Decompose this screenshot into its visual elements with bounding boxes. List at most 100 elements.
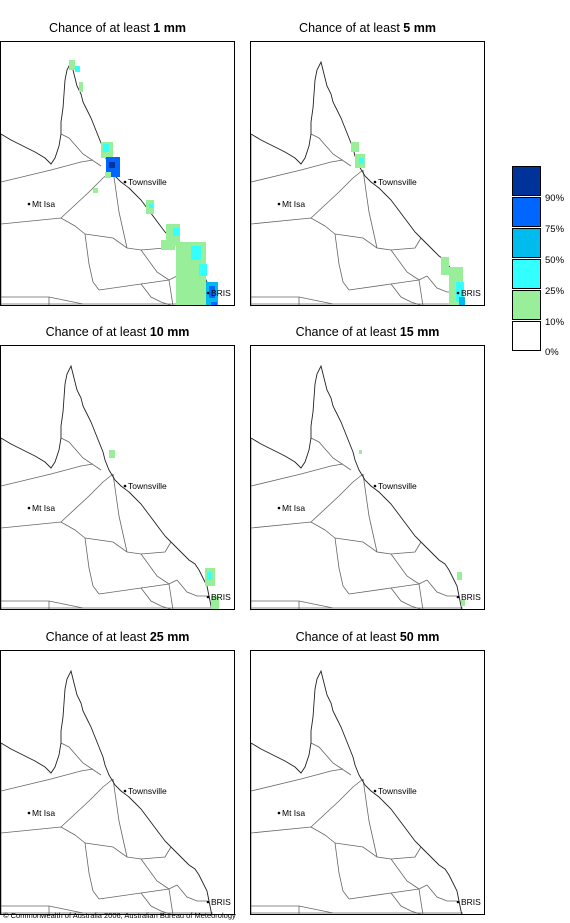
map-50mm: Townsville Mt Isa BRIS [250, 650, 485, 915]
map-boundary [298, 600, 334, 609]
map-boundary [310, 133, 352, 167]
map-boundary [84, 233, 100, 291]
brisbane-label: BRIS [461, 897, 481, 907]
panel-title: Chance of at least 5 mm [299, 21, 436, 35]
brisbane-label: BRIS [461, 592, 481, 602]
townsville-marker [123, 789, 127, 793]
map-boundary [1, 600, 50, 609]
map-boundary [112, 473, 128, 553]
brisbane-marker [456, 595, 460, 599]
brisbane-marker [206, 900, 210, 904]
map-boundary [60, 437, 102, 471]
map-boundary [251, 383, 316, 469]
townsville-label: Townsville [128, 177, 167, 187]
map-boundary [390, 541, 422, 555]
map-boundary [348, 275, 428, 291]
map-boundary [298, 296, 334, 305]
mt-isa-label: Mt Isa [282, 808, 305, 818]
panel-title: Chance of at least 50 mm [295, 630, 440, 644]
map-5mm: Townsville Mt Isa BRIS [250, 41, 485, 306]
legend-label-75: 75% [545, 224, 565, 235]
townsville-marker [373, 180, 377, 184]
map-boundary [98, 579, 178, 595]
map-boundary [48, 600, 84, 609]
townsville-label: Townsville [378, 481, 417, 491]
map-boundary [390, 858, 420, 890]
legend-label-90: 90% [545, 193, 565, 204]
brisbane-marker [456, 900, 460, 904]
map-boundary [251, 521, 336, 539]
map-svg: Townsville Mt Isa BRIS [251, 669, 481, 914]
map-boundary [314, 364, 463, 609]
map-boundary [112, 778, 128, 858]
map-boundary [64, 364, 213, 609]
map-boundary [310, 742, 352, 776]
mt-isa-label: Mt Isa [282, 199, 305, 209]
map-boundary [362, 778, 378, 858]
map-svg: Townsville Mt Isa BRIS [1, 669, 231, 914]
map-boundary [251, 463, 344, 487]
map-boundary [176, 579, 207, 597]
townsville-marker [373, 789, 377, 793]
legend-label-10: 10% [545, 317, 565, 328]
map-boundary [60, 473, 114, 523]
map-boundary [60, 778, 114, 828]
map-boundary [334, 233, 392, 251]
map-boundary [251, 217, 336, 235]
map-boundary [112, 169, 128, 249]
map-boundary [48, 905, 84, 914]
map-boundary [310, 473, 364, 523]
legend-swatch-75 [512, 197, 541, 227]
mt-isa-marker [277, 202, 281, 206]
map-boundary [1, 79, 66, 165]
map-25mm: Townsville Mt Isa BRIS [0, 650, 235, 915]
map-boundary [314, 669, 463, 914]
brisbane-label: BRIS [461, 288, 481, 298]
map-boundary [140, 846, 172, 860]
map-boundary [310, 437, 352, 471]
legend-swatch-0 [512, 321, 541, 351]
map-boundary [140, 587, 172, 609]
map-boundary [84, 842, 142, 860]
map-boundary [298, 905, 334, 914]
map-boundary [334, 842, 392, 860]
townsville-marker [123, 484, 127, 488]
brisbane-label: BRIS [211, 288, 231, 298]
map-boundary [98, 275, 178, 291]
map-boundary [334, 537, 392, 555]
map-boundary [334, 233, 350, 291]
map-boundary [1, 768, 94, 792]
map-boundary [348, 579, 428, 595]
legend-label-0: 0% [545, 347, 559, 358]
map-boundary [390, 283, 422, 305]
brisbane-marker [206, 291, 210, 295]
map-boundary [140, 858, 170, 890]
legend-swatch-50 [512, 228, 541, 258]
legend-label-50: 50% [545, 255, 565, 266]
map-boundary [140, 553, 170, 585]
map-boundary [334, 537, 350, 595]
legend-label-25: 25% [545, 286, 565, 297]
mt-isa-label: Mt Isa [282, 503, 305, 513]
panel-title: Chance of at least 15 mm [295, 325, 440, 339]
map-boundary [1, 463, 94, 487]
map-svg: Townsville Mt Isa BRIS [1, 60, 231, 305]
map-boundary [1, 383, 66, 469]
map-boundary [140, 249, 170, 281]
townsville-label: Townsville [128, 481, 167, 491]
map-boundary [390, 249, 420, 281]
map-boundary [64, 669, 213, 914]
map-boundary [418, 583, 424, 609]
map-boundary [1, 159, 94, 183]
mt-isa-label: Mt Isa [32, 808, 55, 818]
mt-isa-marker [27, 506, 31, 510]
legend-swatch-90 [512, 166, 541, 196]
mt-isa-label: Mt Isa [32, 199, 55, 209]
map-boundary [1, 296, 50, 305]
map-boundary [426, 884, 457, 902]
map-boundary [310, 169, 364, 219]
map-svg: Townsville Mt Isa BRIS [251, 60, 481, 305]
brisbane-label: BRIS [211, 897, 231, 907]
map-boundary [362, 169, 378, 249]
brisbane-marker [206, 595, 210, 599]
